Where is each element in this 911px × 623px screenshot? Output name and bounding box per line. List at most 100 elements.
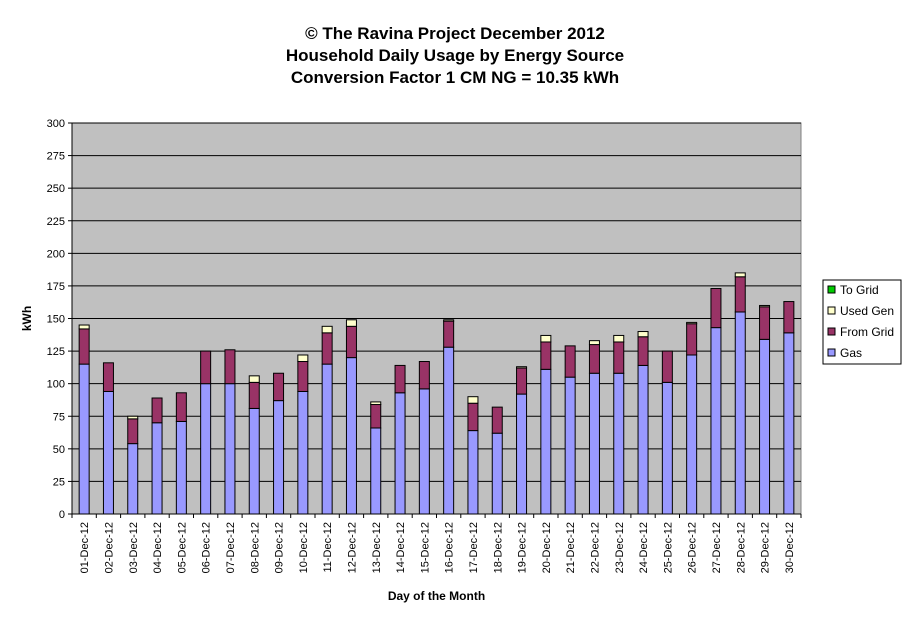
x-tick-label: 01-Dec-12 xyxy=(79,522,91,573)
x-tick-label: 18-Dec-12 xyxy=(492,522,504,573)
bar-from-grid xyxy=(127,418,139,445)
y-tick-label: 200 xyxy=(47,248,65,260)
bar-gas xyxy=(564,376,576,515)
bar-gas xyxy=(637,364,649,515)
y-tick-label: 100 xyxy=(47,379,65,391)
x-tick-label: 07-Dec-12 xyxy=(225,522,237,573)
x-tick-label: 06-Dec-12 xyxy=(201,522,213,573)
bar-from-grid xyxy=(467,402,479,432)
bar-from-grid xyxy=(200,350,212,385)
x-tick-label: 14-Dec-12 xyxy=(395,522,407,573)
bar-used-gen xyxy=(734,272,746,278)
bar-gas xyxy=(345,357,357,515)
bar-gas xyxy=(224,383,236,515)
bar-from-grid xyxy=(102,362,114,392)
bar-gas xyxy=(783,332,795,515)
gridlines xyxy=(72,122,801,482)
bar-gas xyxy=(443,346,455,515)
y-tick-label: 0 xyxy=(59,509,65,521)
legend: To Grid Used Gen From Grid Gas xyxy=(822,279,902,365)
y-tick-label: 275 xyxy=(47,151,65,163)
x-tick-label: 24-Dec-12 xyxy=(638,522,650,573)
bar-from-grid xyxy=(345,325,357,359)
chart-title: © The Ravina Project December 2012 Househ… xyxy=(286,24,624,87)
title-line: Household Daily Usage by Energy Source xyxy=(286,46,624,65)
bar-from-grid xyxy=(394,364,406,394)
bar-used-gen xyxy=(686,321,698,325)
bar-from-grid xyxy=(273,372,285,402)
y-tick-label: 150 xyxy=(47,314,65,326)
bar-from-grid xyxy=(661,350,673,383)
bar-gas xyxy=(248,407,260,515)
bar-gas xyxy=(613,372,625,515)
y-axis-title: kWh xyxy=(20,306,34,331)
bar-from-grid xyxy=(588,344,600,374)
y-tick-label: 225 xyxy=(47,216,65,228)
bar-from-grid xyxy=(297,361,309,392)
bar-used-gen xyxy=(540,334,552,343)
bar-gas xyxy=(588,372,600,515)
bar-gas xyxy=(175,420,187,515)
bar-gas xyxy=(418,388,430,515)
x-tick-label: 28-Dec-12 xyxy=(735,522,747,573)
x-tick-label: 30-Dec-12 xyxy=(784,522,796,573)
bar-gas xyxy=(686,354,698,515)
bar-from-grid xyxy=(710,288,722,329)
bar-gas xyxy=(151,422,163,515)
x-tick-label: 02-Dec-12 xyxy=(103,522,115,573)
y-tick-label: 300 xyxy=(47,118,65,130)
y-tick-label: 50 xyxy=(53,444,65,456)
bar-from-grid xyxy=(540,341,552,370)
x-tick-label: 16-Dec-12 xyxy=(444,522,456,573)
bar-gas xyxy=(127,443,139,515)
bar-gas xyxy=(516,393,528,515)
bar-from-grid xyxy=(759,306,771,340)
bar-gas xyxy=(394,392,406,515)
x-tick-label: 22-Dec-12 xyxy=(589,522,601,573)
x-tick-label: 25-Dec-12 xyxy=(662,522,674,573)
bar-used-gen xyxy=(127,415,139,420)
x-tick-label: 26-Dec-12 xyxy=(687,522,699,573)
x-tick-label: 04-Dec-12 xyxy=(152,522,164,573)
legend-box xyxy=(822,279,902,365)
legend-label: From Grid xyxy=(840,325,894,339)
bar-gas xyxy=(200,383,212,515)
x-tick-label: 11-Dec-12 xyxy=(322,522,334,573)
bar-used-gen xyxy=(248,375,260,383)
title-line: © The Ravina Project December 2012 xyxy=(305,24,605,43)
bar-gas xyxy=(102,390,114,515)
bar-used-gen xyxy=(297,354,309,363)
x-tick-label: 20-Dec-12 xyxy=(541,522,553,573)
bar-gas xyxy=(467,430,479,515)
legend-swatch xyxy=(827,285,836,294)
legend-swatch xyxy=(827,348,836,357)
x-tick-label: 09-Dec-12 xyxy=(274,522,286,573)
x-tick-label: 23-Dec-12 xyxy=(614,522,626,573)
legend-label: Used Gen xyxy=(840,304,894,318)
bar-used-gen xyxy=(516,366,528,369)
bar-from-grid xyxy=(516,367,528,395)
bar-from-grid xyxy=(78,328,90,365)
bar-gas xyxy=(710,327,722,515)
bar-used-gen xyxy=(78,324,90,330)
x-tick-label: 13-Dec-12 xyxy=(371,522,383,573)
bar-gas xyxy=(734,311,746,515)
x-tick-label: 15-Dec-12 xyxy=(419,522,431,573)
legend-label: To Grid xyxy=(840,283,879,297)
bar-used-gen xyxy=(345,319,357,327)
x-tick-label: 05-Dec-12 xyxy=(176,522,188,573)
y-tick-label: 125 xyxy=(47,346,65,358)
bar-used-gen xyxy=(759,304,771,308)
bar-from-grid xyxy=(248,381,260,409)
bar-from-grid xyxy=(443,320,455,348)
bar-from-grid xyxy=(321,332,333,365)
bar-from-grid xyxy=(224,349,236,385)
legend-label: Gas xyxy=(840,346,862,360)
x-tick-label: 08-Dec-12 xyxy=(249,522,261,573)
legend-swatch xyxy=(827,327,836,336)
bar-from-grid xyxy=(686,323,698,356)
bar-used-gen xyxy=(370,401,382,406)
x-axis-title: Day of the Month xyxy=(388,589,485,603)
x-tick-label: 12-Dec-12 xyxy=(346,522,358,573)
